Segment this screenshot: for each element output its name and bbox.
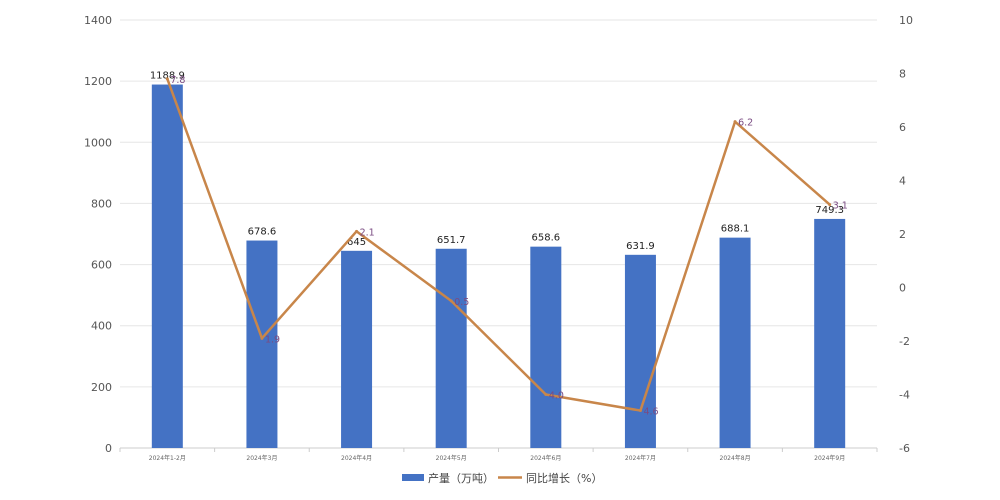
category-label: 2024年6月 [530,454,561,462]
legend: 产量（万吨） 同比增长（%） [402,471,602,485]
bar [814,218,846,448]
legend-bar-label: 产量（万吨） [428,471,494,485]
right-tick-label: -4 [899,389,910,402]
right-tick-label: -6 [899,442,910,455]
category-label: 2024年4月 [341,454,372,462]
legend-bar-swatch [402,474,424,481]
category-label: 2024年1-2月 [149,454,186,462]
left-tick-label: 0 [105,442,112,455]
right-tick-label: 6 [899,121,906,134]
line-value-label: 4.6 [643,407,658,418]
line-value-label: 0.5 [454,297,469,308]
line-point [638,409,642,413]
left-tick-label: 1200 [84,75,112,88]
line-value-label: 6.2 [738,118,753,129]
left-tick-label: 600 [91,259,112,272]
line-value-label: 3.1 [833,201,848,212]
right-tick-label: 4 [899,175,906,188]
line-value-label: 2.1 [360,227,375,238]
line-point [355,229,359,233]
bar [719,237,751,448]
bar-value-label: 688.1 [721,224,750,235]
line-point [449,299,453,303]
bar [151,84,183,448]
left-tick-label: 800 [91,197,112,210]
line-point [544,393,548,396]
bar [341,250,373,448]
legend-line-label: 同比增长（%） [526,471,602,485]
bar-value-label: 645 [347,237,366,248]
bar-value-label: 658.6 [531,233,560,244]
left-tick-label: 1000 [84,136,112,149]
line-point [260,336,264,340]
bar [246,240,278,448]
left-y-axis: 0 200 400 600 800 1000 1200 1400 [84,14,112,455]
bar [435,248,467,448]
line-point [828,203,832,207]
right-y-axis: -6 -4 -2 0 2 4 6 8 10 [899,14,913,455]
right-tick-label: 8 [899,68,906,81]
bar-value-label: 651.7 [437,235,466,246]
right-tick-label: -2 [899,335,910,348]
bar [624,254,656,448]
line-value-label: 4.0 [549,391,564,402]
line-value-label: 1.9 [265,334,280,345]
bar-value-label: 749.3 [815,205,844,216]
right-tick-label: 10 [899,14,913,27]
line-point [165,77,169,81]
bar-value-label: 678.6 [248,227,277,238]
left-tick-label: 400 [91,320,112,333]
right-tick-label: 0 [899,282,906,295]
category-label: 2024年8月 [720,454,751,462]
left-tick-label: 1400 [84,14,112,27]
category-label: 2024年9月 [814,454,845,462]
left-tick-label: 200 [91,381,112,394]
bar-value-label: 1188.9 [150,71,185,82]
bar-series: 1188.9 678.6 645 651.7 658.6 631.9 688.1 749.3 [150,71,846,448]
category-label: 2024年3月 [246,454,277,462]
line-point [733,120,737,124]
category-label: 2024年7月 [625,454,656,462]
category-label: 2024年5月 [436,454,467,462]
gridlines [120,19,877,449]
bar [530,246,562,448]
category-axis: 2024年1-2月 2024年3月 2024年4月 2024年5月 2024年6月 202… [119,448,878,462]
line-path [166,77,831,412]
line-value-label: 7.8 [170,75,185,86]
line-series: 7.8 1.9 2.1 0.5 4.0 4.6 6.2 3.1 [165,75,848,418]
bar-value-label: 631.9 [626,241,655,252]
right-tick-label: 2 [899,228,906,241]
